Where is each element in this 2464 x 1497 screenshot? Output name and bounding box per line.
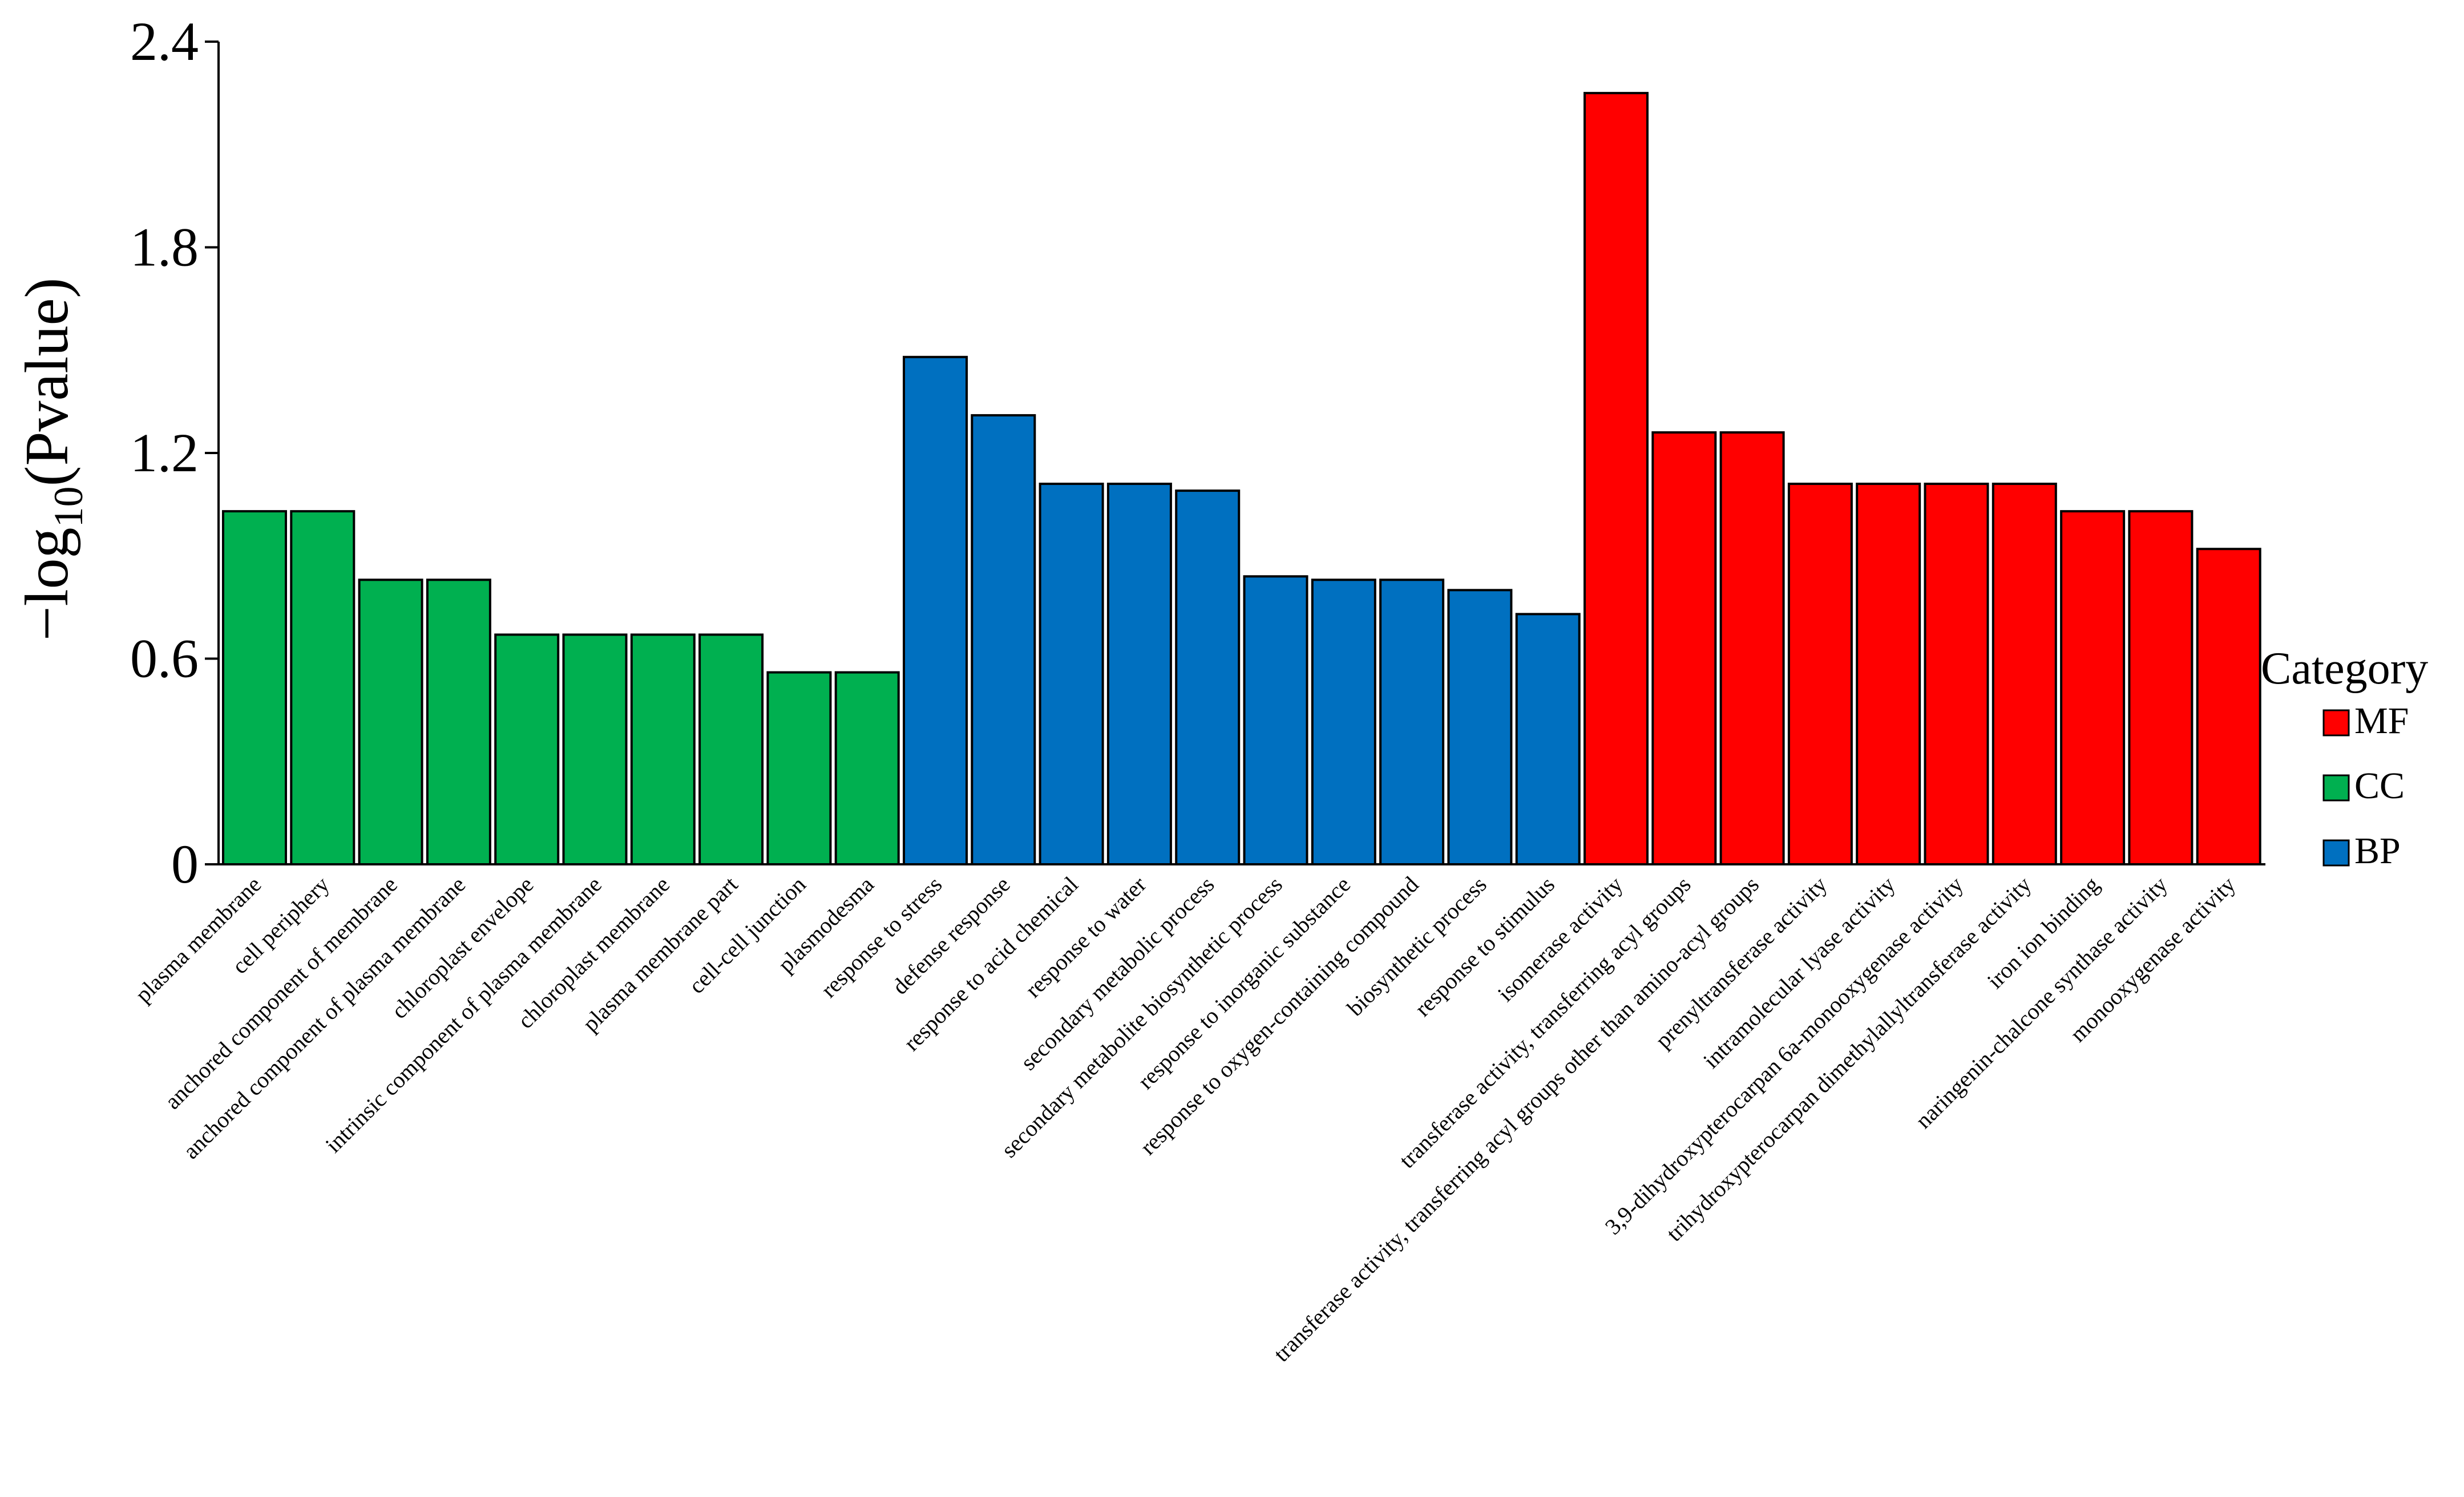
bar-10	[834, 671, 900, 865]
category-label-9: cell-cell junction	[684, 872, 811, 999]
category-label-12: defense response	[887, 872, 1015, 1000]
bar-26	[1924, 483, 1989, 865]
bar-8	[698, 633, 764, 865]
y-tick-label-4: 1.8	[130, 217, 199, 278]
legend: Category MF CC BP	[2261, 644, 2428, 872]
bar-14	[1106, 483, 1172, 865]
bar-9	[766, 671, 832, 865]
bar-5	[494, 633, 560, 865]
bar-28	[2060, 510, 2126, 865]
legend-title: Category	[2261, 644, 2428, 694]
bars-layer	[222, 92, 2261, 866]
bar-7	[630, 633, 696, 865]
bar-1	[222, 510, 287, 865]
legend-swatch-mf	[2322, 709, 2350, 737]
y-tick-label-2: 0.6	[130, 628, 199, 689]
bar-18	[1379, 578, 1445, 866]
category-label-21: isomerase activity	[1493, 872, 1628, 1007]
bar-17	[1311, 578, 1376, 866]
y-axis-title-layer: −log10(Pvalue)	[13, 278, 91, 641]
bar-30	[2196, 548, 2261, 865]
y-axis-title: −log10(Pvalue)	[13, 278, 91, 641]
y-tick-label-1: 0	[171, 834, 199, 895]
bar-22	[1651, 431, 1717, 865]
legend-label-cc: CC	[2354, 765, 2405, 807]
bar-12	[971, 414, 1036, 865]
bar-19	[1447, 589, 1513, 866]
category-label-29: naringenin-chalcone synthase activity	[1910, 872, 2172, 1134]
bar-21	[1584, 92, 1649, 865]
bar-16	[1243, 575, 1308, 865]
y-axis-title-main: −log	[13, 527, 81, 641]
legend-swatch-bp	[2322, 839, 2350, 867]
y-tick-label-3: 1.2	[130, 422, 199, 483]
bar-20	[1515, 613, 1581, 866]
bar-24	[1787, 483, 1853, 865]
bar-23	[1719, 431, 1785, 865]
bar-11	[903, 355, 968, 865]
bar-3	[358, 578, 423, 866]
y-axis-title-subscript: 10	[46, 486, 91, 527]
bar-6	[562, 633, 628, 865]
bar-29	[2128, 510, 2194, 865]
y-axis-title-rest: (Pvalue)	[13, 278, 81, 487]
legend-label-mf: MF	[2354, 700, 2409, 742]
bar-13	[1039, 483, 1104, 865]
category-label-14: response to water	[1020, 872, 1152, 1003]
legend-swatch-cc	[2322, 774, 2350, 802]
bar-25	[1856, 483, 1921, 865]
legend-label-bp: BP	[2354, 830, 2401, 872]
bar-4	[426, 578, 491, 866]
bar-15	[1175, 489, 1241, 865]
y-tick-label-5: 2.4	[130, 11, 199, 72]
bar-2	[290, 510, 356, 865]
category-label-11: response to stress	[816, 872, 947, 1003]
y-ticks-layer: 0 0.6 1.2 1.8 2.4	[130, 11, 219, 895]
bar-27	[1992, 483, 2057, 865]
